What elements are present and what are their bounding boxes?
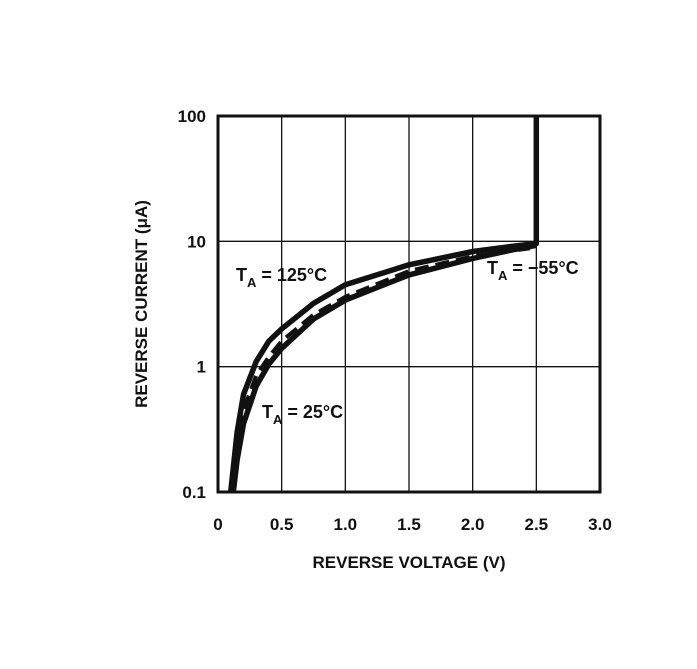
x-tick-labels: 0 0.5 1.0 1.5 2.0 2.5 3.0 xyxy=(213,515,612,534)
x-tick-label: 0 xyxy=(213,515,222,534)
annotation-label: TA = 125°C xyxy=(236,265,327,290)
y-tick-label: 100 xyxy=(178,107,206,126)
y-tick-label: 0.1 xyxy=(182,483,206,502)
series-line-2 xyxy=(230,242,537,493)
y-tick-labels: 0.1 1 10 100 xyxy=(178,107,206,502)
annotations: TA = 125°C TA = 25°C TA = −55°C xyxy=(236,258,579,427)
y-tick-label: 10 xyxy=(187,232,206,251)
x-tick-label: 3.0 xyxy=(588,515,612,534)
series-line-0 xyxy=(227,116,540,493)
x-tick-label: 2.0 xyxy=(461,515,485,534)
x-axis-label: REVERSE VOLTAGE (V) xyxy=(312,553,505,572)
grid xyxy=(218,116,600,492)
annotation-label: TA = −55°C xyxy=(487,258,579,283)
annotation-label: TA = 25°C xyxy=(262,402,343,427)
x-tick-label: 1.0 xyxy=(334,515,358,534)
y-tick-label: 1 xyxy=(197,358,206,377)
y-axis-label: REVERSE CURRENT (μA) xyxy=(132,200,151,408)
curves xyxy=(227,116,540,493)
x-tick-label: 0.5 xyxy=(270,515,294,534)
x-tick-label: 1.5 xyxy=(397,515,421,534)
plot-frame xyxy=(216,114,602,494)
x-tick-label: 2.5 xyxy=(525,515,549,534)
